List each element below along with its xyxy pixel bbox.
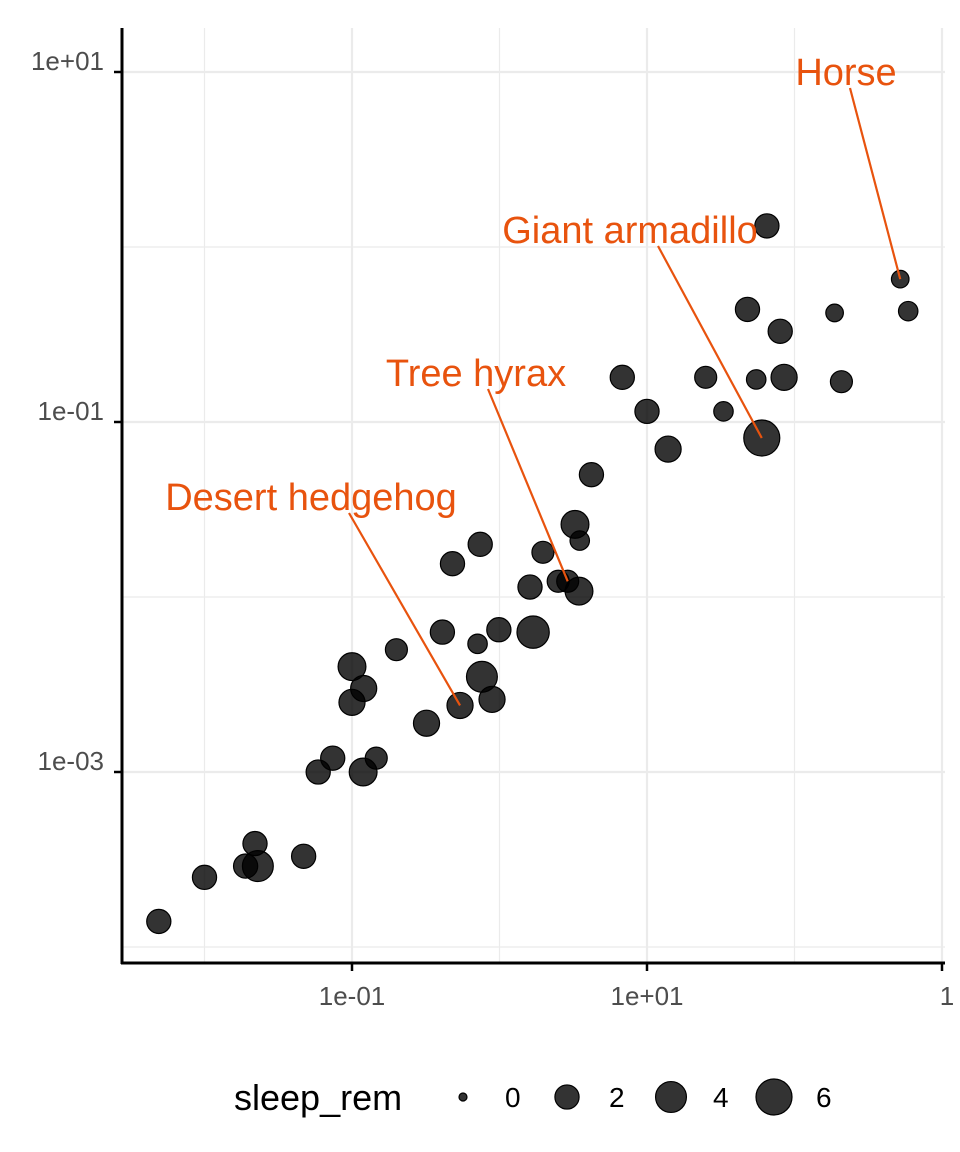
legend: sleep_rem 0 2 4 6 [234, 1077, 832, 1118]
y-tick-label: 1e-01 [38, 396, 105, 426]
legend-label: 4 [713, 1082, 729, 1113]
data-point [517, 574, 543, 600]
data-point [531, 540, 555, 564]
data-point [767, 318, 793, 344]
data-point [516, 615, 550, 649]
data-point [439, 551, 466, 577]
data-point [829, 370, 854, 394]
data-point [569, 530, 591, 551]
y-tick-label: 1e+01 [31, 46, 104, 76]
label-connector [486, 388, 569, 582]
point-label: Desert hedgehog [165, 477, 457, 519]
data-point [320, 745, 346, 771]
x-tick-label: 1 [940, 981, 954, 1011]
legend-key [554, 1084, 580, 1110]
data-point [242, 830, 268, 857]
legend-key [755, 1078, 793, 1116]
data-point [734, 296, 761, 323]
data-point [384, 638, 409, 662]
y-tick-label: 1e-03 [38, 746, 105, 776]
data-point [338, 688, 366, 716]
data-point [578, 461, 605, 488]
data-point [290, 843, 317, 869]
data-point [825, 303, 844, 323]
data-point [609, 364, 635, 391]
data-point [713, 401, 734, 422]
data-point [429, 619, 456, 645]
data-point [754, 213, 780, 239]
point-label: Giant armadillo [502, 210, 758, 252]
data-point [146, 908, 172, 935]
data-point [486, 617, 512, 643]
data-point [745, 369, 767, 390]
data-point [364, 746, 388, 770]
point-label: Horse [795, 52, 896, 94]
data-point [337, 652, 367, 682]
data-point [467, 633, 488, 655]
label-connector [348, 512, 461, 707]
data-point [897, 300, 919, 322]
annotations: Desert hedgehog Tree hyrax Giant armadillo… [165, 52, 902, 707]
legend-label: 2 [609, 1082, 625, 1113]
data-point [465, 660, 498, 693]
label-connector [657, 245, 763, 439]
x-tick-label: 1e+01 [610, 981, 683, 1011]
x-tick-label: 1e-01 [319, 981, 386, 1011]
legend-label: 0 [505, 1082, 521, 1113]
data-point [191, 864, 218, 891]
points [146, 213, 919, 935]
axes: 1e-01 1e+01 1 1e-03 1e-01 1e+01 [31, 28, 954, 1011]
legend-label: 6 [816, 1082, 832, 1113]
data-point [634, 398, 660, 425]
data-point [694, 365, 718, 389]
point-label: Tree hyrax [386, 353, 566, 395]
data-point [412, 709, 441, 737]
data-point [654, 435, 682, 463]
data-point [467, 531, 493, 558]
grid [122, 28, 945, 963]
label-connector [848, 87, 902, 280]
data-point [770, 363, 798, 391]
legend-key [654, 1080, 688, 1114]
data-point [564, 576, 594, 606]
legend-title: sleep_rem [234, 1077, 402, 1118]
legend-key [458, 1092, 468, 1102]
